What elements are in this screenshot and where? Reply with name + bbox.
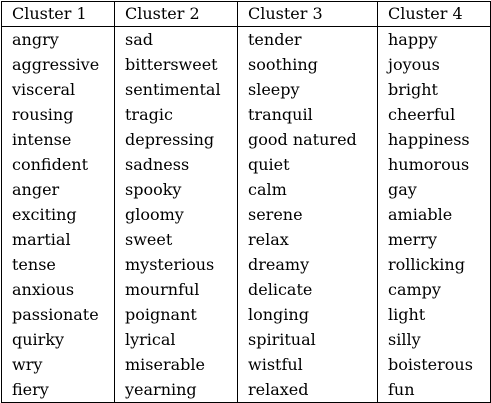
table-cell-cluster-3: tranquil [237, 102, 378, 127]
table-cell-cluster-3: quiet [237, 152, 378, 177]
table-cell-cluster-3: tender [237, 26, 378, 52]
column-header-cluster-4: Cluster 4 [377, 1, 491, 27]
table-cell-cluster-4: happiness [377, 127, 491, 152]
table-cell-cluster-4: cheerful [377, 102, 491, 127]
table-cell-cluster-3: delicate [237, 277, 378, 302]
table-cell-cluster-3: spiritual [237, 327, 378, 352]
table-cell-cluster-2: sentimental [114, 77, 238, 102]
column-header-cluster-2: Cluster 2 [114, 1, 238, 27]
table-cell-cluster-1: aggressive [1, 52, 115, 77]
table-row: tense mysterious dreamy rollicking [1, 252, 491, 277]
table-cell-cluster-1: wry [1, 352, 115, 377]
table-cell-cluster-2: bittersweet [114, 52, 238, 77]
table-header: Cluster 1 Cluster 2 Cluster 3 Cluster 4 [1, 1, 491, 27]
column-header-cluster-3: Cluster 3 [237, 1, 378, 27]
table-cell-cluster-4: merry [377, 227, 491, 252]
table-cell-cluster-2: sad [114, 26, 238, 52]
table-cell-cluster-4: amiable [377, 202, 491, 227]
table-row: martial sweet relax merry [1, 227, 491, 252]
table-cell-cluster-3: dreamy [237, 252, 378, 277]
table-row: intense depressing good natured happiness [1, 127, 491, 152]
header-row: Cluster 1 Cluster 2 Cluster 3 Cluster 4 [1, 1, 491, 27]
table-cell-cluster-3: good natured [237, 127, 378, 152]
table-row: fiery yearning relaxed fun [1, 377, 491, 403]
table-cell-cluster-2: sweet [114, 227, 238, 252]
table-cell-cluster-1: fiery [1, 377, 115, 403]
table-cell-cluster-4: happy [377, 26, 491, 52]
table-cell-cluster-1: confident [1, 152, 115, 177]
table-cell-cluster-3: calm [237, 177, 378, 202]
table-row: exciting gloomy serene amiable [1, 202, 491, 227]
table-cell-cluster-1: intense [1, 127, 115, 152]
table-cell-cluster-1: martial [1, 227, 115, 252]
table-cell-cluster-4: joyous [377, 52, 491, 77]
table-cell-cluster-2: yearning [114, 377, 238, 403]
table-cell-cluster-1: quirky [1, 327, 115, 352]
table-cell-cluster-4: rollicking [377, 252, 491, 277]
table-row: confident sadness quiet humorous [1, 152, 491, 177]
table-cell-cluster-3: soothing [237, 52, 378, 77]
table-cell-cluster-2: poignant [114, 302, 238, 327]
table-cell-cluster-2: sadness [114, 152, 238, 177]
table-cell-cluster-3: relax [237, 227, 378, 252]
table-cell-cluster-3: serene [237, 202, 378, 227]
table-row: angry sad tender happy [1, 26, 491, 52]
table-row: anxious mournful delicate campy [1, 277, 491, 302]
table-row: passionate poignant longing light [1, 302, 491, 327]
table-cell-cluster-2: gloomy [114, 202, 238, 227]
table-cell-cluster-2: spooky [114, 177, 238, 202]
table-cell-cluster-3: relaxed [237, 377, 378, 403]
table-cell-cluster-2: mysterious [114, 252, 238, 277]
table-row: anger spooky calm gay [1, 177, 491, 202]
table-cell-cluster-2: miserable [114, 352, 238, 377]
table-cell-cluster-3: longing [237, 302, 378, 327]
table-cell-cluster-4: gay [377, 177, 491, 202]
column-header-cluster-1: Cluster 1 [1, 1, 115, 27]
table-cell-cluster-4: humorous [377, 152, 491, 177]
table-cell-cluster-4: boisterous [377, 352, 491, 377]
table-body: angry sad tender happy aggressive bittersweet… [1, 26, 491, 403]
table-row: aggressive bittersweet soothing joyous [1, 52, 491, 77]
table-cell-cluster-1: exciting [1, 202, 115, 227]
table-cell-cluster-3: sleepy [237, 77, 378, 102]
table-cell-cluster-1: passionate [1, 302, 115, 327]
table-row: visceral sentimental sleepy bright [1, 77, 491, 102]
table-cell-cluster-2: lyrical [114, 327, 238, 352]
table-cell-cluster-4: bright [377, 77, 491, 102]
table-row: rousing tragic tranquil cheerful [1, 102, 491, 127]
table-cell-cluster-2: mournful [114, 277, 238, 302]
table-row: wry miserable wistful boisterous [1, 352, 491, 377]
table-cell-cluster-3: wistful [237, 352, 378, 377]
table-cell-cluster-2: tragic [114, 102, 238, 127]
table-cell-cluster-1: rousing [1, 102, 115, 127]
table-cell-cluster-1: anger [1, 177, 115, 202]
table-cell-cluster-1: anxious [1, 277, 115, 302]
table-cell-cluster-1: tense [1, 252, 115, 277]
table-cell-cluster-4: light [377, 302, 491, 327]
table-cell-cluster-1: angry [1, 26, 115, 52]
table-cell-cluster-4: silly [377, 327, 491, 352]
table-cell-cluster-4: campy [377, 277, 491, 302]
table-cell-cluster-2: depressing [114, 127, 238, 152]
table-row: quirky lyrical spiritual silly [1, 327, 491, 352]
table-cell-cluster-1: visceral [1, 77, 115, 102]
table-cell-cluster-4: fun [377, 377, 491, 403]
